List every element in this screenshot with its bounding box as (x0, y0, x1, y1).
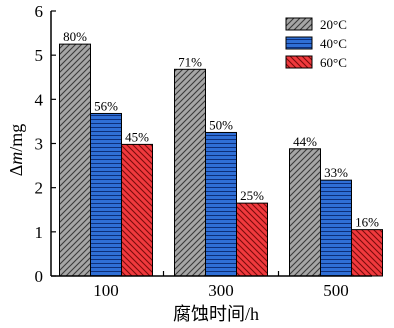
legend-swatch (285, 36, 313, 50)
bar-value-label: 50% (209, 117, 233, 132)
x-tick-label: 300 (208, 281, 234, 300)
legend-label: 20°C (320, 17, 347, 32)
legend: 20°C 40°C 60°C (285, 17, 347, 70)
bar-20°C-300 (174, 68, 206, 277)
bar-20°C-100 (59, 43, 91, 277)
bar-40°C-300 (205, 131, 237, 277)
legend-label: 60°C (320, 55, 347, 70)
bar-value-label: 44% (293, 134, 317, 149)
y-tick-label: 6 (35, 2, 44, 21)
bars-layer: 80% 71% 44% 56% 50% 33% 45% 25% 16% (59, 29, 383, 277)
y-tick-label: 4 (35, 90, 44, 109)
bar-60°C-300 (236, 202, 268, 277)
y-tick-label: 3 (35, 135, 44, 154)
y-tick-label: 5 (35, 46, 44, 65)
bar-value-label: 25% (240, 188, 264, 203)
bar-40°C-100 (90, 112, 122, 277)
legend-swatch (285, 55, 313, 69)
bar-60°C-500 (351, 229, 383, 277)
bar-value-label: 45% (125, 129, 149, 144)
axes-layer: 0 1 2 3 4 5 6 100 300 500 (35, 2, 372, 300)
bar-value-label: 71% (178, 54, 202, 69)
bar-20°C-500 (289, 148, 321, 277)
legend-label: 40°C (320, 36, 347, 51)
y-axis-title: Δm/mg (6, 124, 26, 177)
x-tick-label: 500 (323, 281, 349, 300)
bar-60°C-100 (121, 143, 153, 277)
x-tick-label: 100 (93, 281, 119, 300)
bar-value-label: 16% (355, 215, 379, 230)
y-tick-label: 0 (35, 267, 44, 286)
y-tick-label: 2 (35, 179, 44, 198)
bar-value-label: 56% (94, 98, 118, 113)
bar-value-label: 33% (324, 165, 348, 180)
bar-value-label: 80% (63, 29, 87, 44)
legend-swatch (285, 17, 313, 31)
y-tick-label: 1 (35, 223, 44, 242)
x-axis-title: 腐蚀时间/h (173, 304, 259, 324)
bar-40°C-500 (320, 179, 352, 277)
